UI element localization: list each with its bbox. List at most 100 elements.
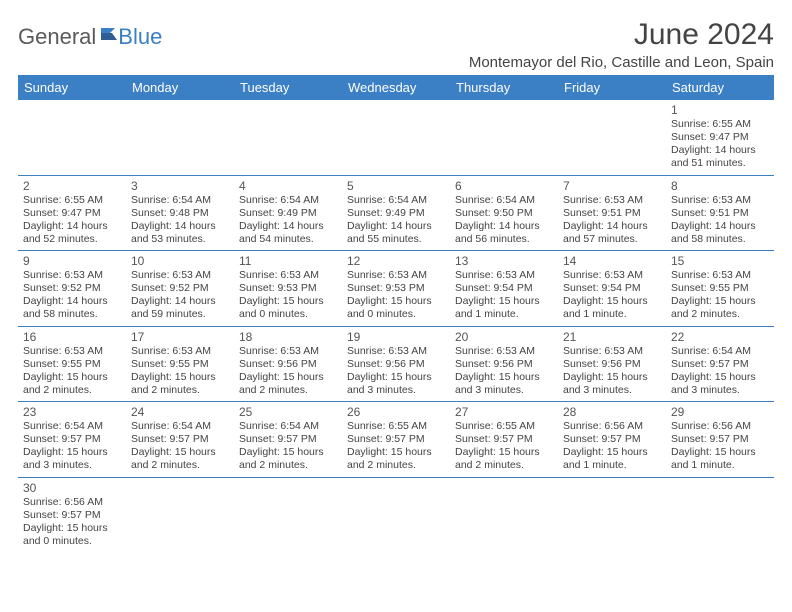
weekday-tuesday: Tuesday	[234, 75, 342, 100]
calendar-cell	[234, 100, 342, 175]
calendar-cell: 4Sunrise: 6:54 AMSunset: 9:49 PMDaylight…	[234, 175, 342, 251]
day-number: 17	[131, 330, 229, 344]
sunrise-text: Sunrise: 6:56 AM	[23, 496, 121, 509]
sunrise-text: Sunrise: 6:53 AM	[23, 345, 121, 358]
daylight-text: Daylight: 15 hours and 3 minutes.	[455, 371, 553, 397]
sunset-text: Sunset: 9:50 PM	[455, 207, 553, 220]
day-number: 27	[455, 405, 553, 419]
daylight-text: Daylight: 14 hours and 57 minutes.	[563, 220, 661, 246]
weekday-thursday: Thursday	[450, 75, 558, 100]
sunset-text: Sunset: 9:57 PM	[131, 433, 229, 446]
daylight-text: Daylight: 15 hours and 2 minutes.	[671, 295, 769, 321]
day-number: 23	[23, 405, 121, 419]
day-number: 3	[131, 179, 229, 193]
calendar-cell: 30Sunrise: 6:56 AMSunset: 9:57 PMDayligh…	[18, 477, 126, 552]
sunset-text: Sunset: 9:56 PM	[239, 358, 337, 371]
day-number: 1	[671, 103, 769, 117]
day-number: 9	[23, 254, 121, 268]
calendar-cell	[126, 100, 234, 175]
daylight-text: Daylight: 15 hours and 2 minutes.	[131, 446, 229, 472]
day-number: 5	[347, 179, 445, 193]
calendar-row: 9Sunrise: 6:53 AMSunset: 9:52 PMDaylight…	[18, 251, 774, 327]
day-number: 29	[671, 405, 769, 419]
day-number: 21	[563, 330, 661, 344]
sunrise-text: Sunrise: 6:53 AM	[563, 345, 661, 358]
location-text: Montemayor del Rio, Castille and Leon, S…	[469, 54, 774, 71]
sunset-text: Sunset: 9:57 PM	[671, 433, 769, 446]
daylight-text: Daylight: 14 hours and 59 minutes.	[131, 295, 229, 321]
weekday-saturday: Saturday	[666, 75, 774, 100]
calendar-row: 1Sunrise: 6:55 AMSunset: 9:47 PMDaylight…	[18, 100, 774, 175]
calendar-cell: 8Sunrise: 6:53 AMSunset: 9:51 PMDaylight…	[666, 175, 774, 251]
sunrise-text: Sunrise: 6:54 AM	[239, 194, 337, 207]
daylight-text: Daylight: 15 hours and 3 minutes.	[671, 371, 769, 397]
day-number: 20	[455, 330, 553, 344]
calendar-cell	[342, 477, 450, 552]
sunrise-text: Sunrise: 6:54 AM	[23, 420, 121, 433]
calendar-row: 30Sunrise: 6:56 AMSunset: 9:57 PMDayligh…	[18, 477, 774, 552]
daylight-text: Daylight: 15 hours and 0 minutes.	[347, 295, 445, 321]
daylight-text: Daylight: 14 hours and 52 minutes.	[23, 220, 121, 246]
daylight-text: Daylight: 15 hours and 2 minutes.	[239, 446, 337, 472]
sunset-text: Sunset: 9:57 PM	[23, 433, 121, 446]
sunrise-text: Sunrise: 6:53 AM	[671, 269, 769, 282]
calendar-row: 2Sunrise: 6:55 AMSunset: 9:47 PMDaylight…	[18, 175, 774, 251]
sunrise-text: Sunrise: 6:55 AM	[671, 118, 769, 131]
sunset-text: Sunset: 9:55 PM	[131, 358, 229, 371]
day-number: 12	[347, 254, 445, 268]
sunrise-text: Sunrise: 6:53 AM	[131, 345, 229, 358]
daylight-text: Daylight: 14 hours and 54 minutes.	[239, 220, 337, 246]
sunrise-text: Sunrise: 6:53 AM	[23, 269, 121, 282]
sunrise-text: Sunrise: 6:53 AM	[455, 269, 553, 282]
calendar-cell	[558, 100, 666, 175]
day-number: 15	[671, 254, 769, 268]
sunset-text: Sunset: 9:54 PM	[563, 282, 661, 295]
daylight-text: Daylight: 14 hours and 56 minutes.	[455, 220, 553, 246]
month-title: June 2024	[469, 18, 774, 52]
daylight-text: Daylight: 15 hours and 3 minutes.	[23, 446, 121, 472]
sunrise-text: Sunrise: 6:53 AM	[239, 269, 337, 282]
calendar-cell: 28Sunrise: 6:56 AMSunset: 9:57 PMDayligh…	[558, 402, 666, 478]
sunset-text: Sunset: 9:57 PM	[563, 433, 661, 446]
daylight-text: Daylight: 15 hours and 2 minutes.	[131, 371, 229, 397]
weekday-sunday: Sunday	[18, 75, 126, 100]
day-number: 24	[131, 405, 229, 419]
day-number: 4	[239, 179, 337, 193]
calendar-cell: 25Sunrise: 6:54 AMSunset: 9:57 PMDayligh…	[234, 402, 342, 478]
daylight-text: Daylight: 14 hours and 58 minutes.	[23, 295, 121, 321]
calendar-cell	[126, 477, 234, 552]
daylight-text: Daylight: 15 hours and 0 minutes.	[23, 522, 121, 548]
daylight-text: Daylight: 15 hours and 1 minute.	[671, 446, 769, 472]
day-number: 7	[563, 179, 661, 193]
day-number: 10	[131, 254, 229, 268]
logo-text-blue: Blue	[118, 24, 162, 50]
sunset-text: Sunset: 9:57 PM	[455, 433, 553, 446]
daylight-text: Daylight: 14 hours and 51 minutes.	[671, 144, 769, 170]
calendar-cell: 21Sunrise: 6:53 AMSunset: 9:56 PMDayligh…	[558, 326, 666, 402]
calendar-cell: 15Sunrise: 6:53 AMSunset: 9:55 PMDayligh…	[666, 251, 774, 327]
sunset-text: Sunset: 9:49 PM	[239, 207, 337, 220]
calendar-cell: 16Sunrise: 6:53 AMSunset: 9:55 PMDayligh…	[18, 326, 126, 402]
sunset-text: Sunset: 9:52 PM	[131, 282, 229, 295]
day-number: 22	[671, 330, 769, 344]
calendar-cell: 6Sunrise: 6:54 AMSunset: 9:50 PMDaylight…	[450, 175, 558, 251]
sunrise-text: Sunrise: 6:53 AM	[239, 345, 337, 358]
sunrise-text: Sunrise: 6:53 AM	[671, 194, 769, 207]
calendar-cell: 18Sunrise: 6:53 AMSunset: 9:56 PMDayligh…	[234, 326, 342, 402]
calendar-cell: 10Sunrise: 6:53 AMSunset: 9:52 PMDayligh…	[126, 251, 234, 327]
calendar-cell	[450, 477, 558, 552]
day-number: 28	[563, 405, 661, 419]
calendar-cell	[666, 477, 774, 552]
daylight-text: Daylight: 15 hours and 2 minutes.	[347, 446, 445, 472]
daylight-text: Daylight: 15 hours and 1 minute.	[563, 446, 661, 472]
daylight-text: Daylight: 14 hours and 55 minutes.	[347, 220, 445, 246]
sunrise-text: Sunrise: 6:56 AM	[671, 420, 769, 433]
sunset-text: Sunset: 9:52 PM	[23, 282, 121, 295]
calendar-cell: 3Sunrise: 6:54 AMSunset: 9:48 PMDaylight…	[126, 175, 234, 251]
calendar-cell: 14Sunrise: 6:53 AMSunset: 9:54 PMDayligh…	[558, 251, 666, 327]
sunrise-text: Sunrise: 6:53 AM	[347, 345, 445, 358]
sunrise-text: Sunrise: 6:56 AM	[563, 420, 661, 433]
calendar-cell: 24Sunrise: 6:54 AMSunset: 9:57 PMDayligh…	[126, 402, 234, 478]
daylight-text: Daylight: 14 hours and 53 minutes.	[131, 220, 229, 246]
daylight-text: Daylight: 15 hours and 0 minutes.	[239, 295, 337, 321]
